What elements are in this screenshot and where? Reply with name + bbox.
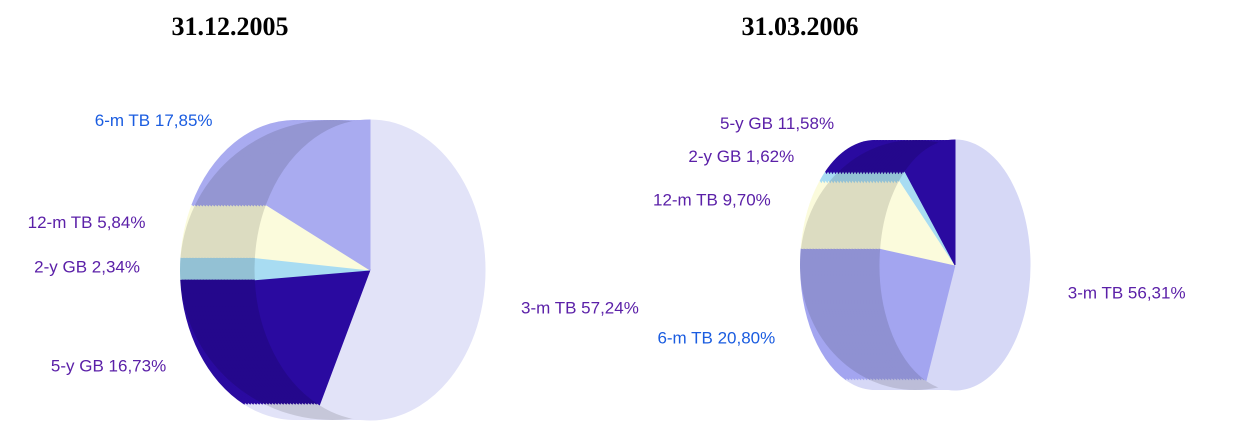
label-name: 6-m TB <box>657 329 712 348</box>
label-value: 17,85% <box>155 111 213 130</box>
label-value: 1,62% <box>746 148 794 167</box>
data-label: 6-m TB 20,80% <box>657 329 775 348</box>
data-label: 12-m TB 5,84% <box>28 214 146 233</box>
data-label: 5-y GB 16,73% <box>51 357 166 376</box>
label-value: 20,80% <box>718 329 776 348</box>
label-value: 16,73% <box>109 357 167 376</box>
label-name: 3-m TB <box>1068 284 1123 303</box>
data-label: 12-m TB 9,70% <box>653 191 771 210</box>
label-name: 3-m TB <box>521 299 576 318</box>
data-label: 6-m TB 17,85% <box>95 111 213 130</box>
pie-slice <box>879 247 956 382</box>
data-label: 3-m TB 56,31% <box>1068 284 1186 303</box>
label-value: 11,58% <box>778 114 834 133</box>
pie-slice <box>265 119 371 271</box>
data-label: 2-y GB 2,34% <box>34 258 140 277</box>
label-value: 9,70% <box>723 191 771 210</box>
label-name: 2-y GB <box>688 148 741 167</box>
pie-slice <box>904 139 956 266</box>
data-label: 3-m TB 57,24% <box>521 299 639 318</box>
data-label: 2-y GB 1,62% <box>688 148 794 167</box>
label-value: 5,84% <box>97 214 145 233</box>
label-name: 5-y GB <box>720 114 773 133</box>
label-value: 56,31% <box>1128 284 1186 303</box>
label-value: 57,24% <box>581 299 639 318</box>
label-name: 12-m TB <box>653 191 718 210</box>
pie-slice <box>880 179 957 266</box>
label-value: 2,34% <box>92 258 140 277</box>
label-name: 6-m TB <box>95 111 150 130</box>
chart-title: 31.12.2005 <box>172 12 289 41</box>
label-name: 12-m TB <box>28 214 93 233</box>
pie-slice <box>254 269 371 406</box>
label-name: 5-y GB <box>51 357 104 376</box>
pie-slice <box>318 119 486 421</box>
chart-title: 31.03.2006 <box>742 12 859 41</box>
pie-slice <box>925 139 1031 391</box>
label-name: 2-y GB <box>34 258 87 277</box>
data-label: 5-y GB 11,58% <box>720 114 834 133</box>
